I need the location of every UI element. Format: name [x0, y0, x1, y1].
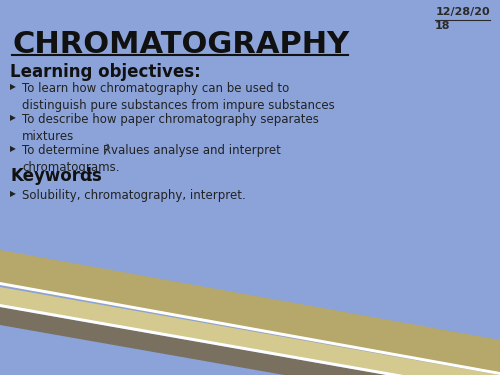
Text: Solubility, chromatography, interpret.: Solubility, chromatography, interpret.: [22, 189, 246, 202]
Text: Learning objectives:: Learning objectives:: [10, 63, 201, 81]
Text: ▶: ▶: [10, 113, 16, 122]
Text: CHROMATOGRAPHY: CHROMATOGRAPHY: [12, 30, 349, 59]
Text: To determine ℟values analyse and interpret
chromatograms.: To determine ℟values analyse and interpr…: [22, 144, 281, 174]
Text: Keywords: Keywords: [10, 167, 102, 185]
Text: ▶: ▶: [10, 189, 16, 198]
Polygon shape: [0, 304, 500, 375]
Text: ▶: ▶: [10, 82, 16, 91]
Polygon shape: [0, 287, 500, 375]
Text: 18: 18: [435, 21, 450, 31]
Polygon shape: [0, 282, 500, 375]
Text: To learn how chromatography can be used to
distinguish pure substances from impu: To learn how chromatography can be used …: [22, 82, 335, 112]
Polygon shape: [0, 307, 500, 375]
Text: :: :: [88, 167, 94, 185]
Text: ▶: ▶: [10, 144, 16, 153]
Text: To describe how paper chromatography separates
mixtures: To describe how paper chromatography sep…: [22, 113, 319, 143]
Polygon shape: [0, 250, 500, 375]
Text: 12/28/20: 12/28/20: [436, 7, 490, 17]
